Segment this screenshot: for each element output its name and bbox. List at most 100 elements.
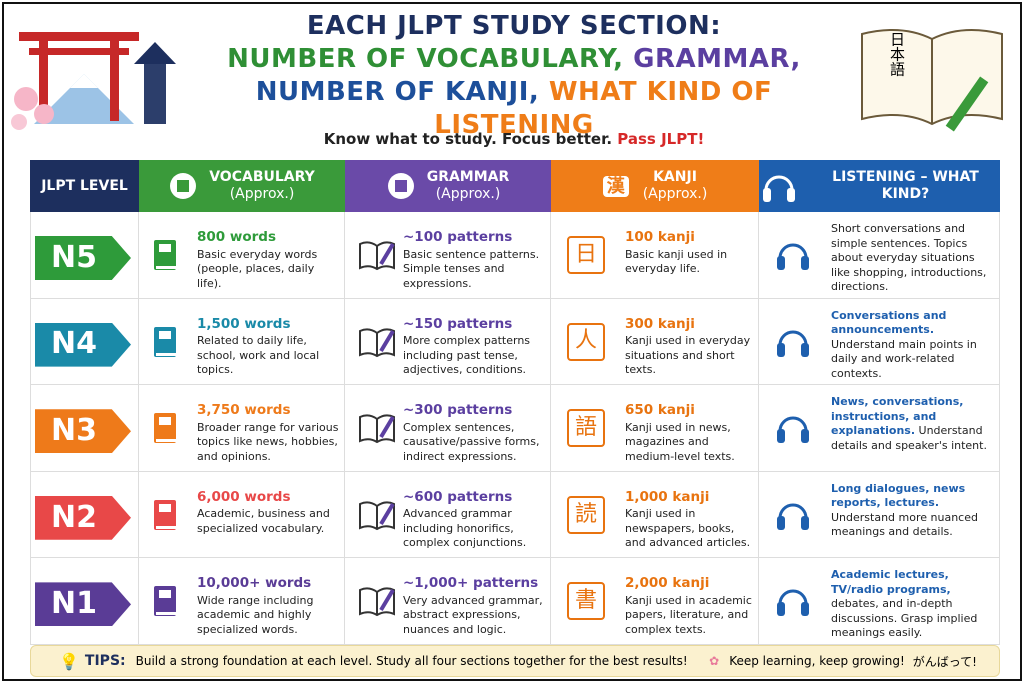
kanji-text: 300 kanji Kanji used in everyday situatio… bbox=[625, 317, 755, 378]
column-title-block: LISTENING – WHAT KIND? bbox=[811, 169, 1000, 203]
torii-illustration bbox=[11, 32, 176, 130]
listening-desc: Understand more nuanced meanings and det… bbox=[831, 510, 978, 539]
level-badge: N1 bbox=[35, 582, 131, 627]
kanji-heading: 300 kanji bbox=[625, 315, 695, 332]
table-cell: 800 words Basic everyday words (people, p… bbox=[139, 212, 345, 299]
table-cell: 読 1,000 kanji Kanji used in newspapers, bo… bbox=[551, 471, 759, 559]
grammar-desc: Complex sentences, causative/passive for… bbox=[403, 420, 540, 463]
column-subtitle: (Approx.) bbox=[435, 186, 501, 202]
kanji-char: 語 bbox=[567, 409, 605, 448]
table-cell: N2 bbox=[30, 471, 139, 559]
listening-text: Short conversations and simple sentences… bbox=[831, 222, 991, 295]
table-cell: ~100 patterns Basic sentence patterns. Si… bbox=[345, 212, 551, 299]
listening-desc: Short conversations and simple sentences… bbox=[831, 222, 987, 293]
header-icon bbox=[759, 166, 799, 206]
kanji-heading: 650 kanji bbox=[625, 402, 695, 419]
grammar-icon bbox=[357, 411, 397, 450]
subtitle-accent: Pass JLPT! bbox=[617, 130, 705, 148]
vocab-icon bbox=[151, 411, 181, 450]
vocab-icon bbox=[151, 325, 181, 364]
column-title: VOCABULARY bbox=[209, 169, 315, 185]
grammar-desc: More complex patterns including past ten… bbox=[403, 334, 531, 377]
grammar-heading: ~300 patterns bbox=[403, 402, 513, 419]
vocab-text: 3,750 words Broader range for various top… bbox=[197, 403, 339, 464]
grammar-desc: Advanced grammar including honorifics, c… bbox=[403, 507, 527, 550]
column-header: LISTENING – WHAT KIND? bbox=[759, 160, 1000, 212]
listening-highlight: Academic lectures, TV/radio programs, bbox=[831, 568, 951, 596]
column-header: JLPT LEVEL bbox=[30, 160, 139, 212]
table-cell: N3 bbox=[30, 385, 139, 472]
grammar-text: ~600 patterns Advanced grammar including … bbox=[403, 490, 545, 551]
book-illustration: 日本語 bbox=[861, 29, 1003, 132]
table-cell: News, conversations, instructions, and e… bbox=[759, 385, 1000, 472]
kanji-char: 書 bbox=[567, 582, 605, 621]
grammar-heading: ~600 patterns bbox=[403, 488, 513, 505]
listening-icon bbox=[773, 494, 813, 539]
vocab-heading: 800 words bbox=[197, 229, 276, 245]
listening-desc: Understand details and speaker's intent. bbox=[831, 424, 987, 452]
listening-desc: debates, and in-depth discussions. Grasp… bbox=[831, 597, 978, 640]
table-cell: ~1,000+ patterns Very advanced grammar, a… bbox=[345, 558, 551, 645]
grammar-desc: Very advanced grammar, abstract expressi… bbox=[403, 593, 543, 636]
title: EACH JLPT STUDY SECTION: NUMBER OF VOCABU… bbox=[204, 10, 824, 142]
grammar-text: ~1,000+ patterns Very advanced grammar, a… bbox=[403, 576, 545, 637]
column-title: JLPT LEVEL bbox=[41, 177, 128, 194]
header-kanji-icon: 漢 bbox=[602, 175, 629, 197]
vocab-heading: 1,500 words bbox=[197, 315, 291, 332]
kanji-desc: Basic kanji used in everyday life. bbox=[625, 247, 728, 276]
vocab-text: 800 words Basic everyday words (people, p… bbox=[197, 230, 339, 291]
vocab-desc: Broader range for various topics like ne… bbox=[197, 420, 339, 463]
listening-icon bbox=[773, 580, 813, 625]
grammar-heading: ~1,000+ patterns bbox=[403, 575, 539, 592]
kanji-heading: 100 kanji bbox=[625, 229, 695, 245]
listening-text: News, conversations, instructions, and e… bbox=[831, 395, 991, 453]
listening-desc: Understand main points in daily and work… bbox=[831, 337, 977, 380]
listening-icon bbox=[773, 234, 813, 279]
grammar-text: ~300 patterns Complex sentences, causativ… bbox=[403, 403, 545, 464]
listening-highlight: Conversations and announcements. bbox=[831, 308, 947, 337]
title-line: NUMBER OF VOCABULARY, GRAMMAR, bbox=[204, 43, 824, 76]
column-header: 漢 KANJI (Approx.) bbox=[551, 160, 759, 212]
kanji-char: 読 bbox=[567, 495, 605, 534]
kanji-desc: Kanji used in everyday situations and sh… bbox=[625, 334, 751, 377]
kanji-heading: 1,000 kanji bbox=[625, 488, 710, 505]
listening-icon bbox=[773, 321, 813, 366]
column-title: GRAMMAR bbox=[426, 169, 510, 185]
title-part: GRAMMAR, bbox=[623, 44, 801, 74]
book-text: 日本語 bbox=[888, 32, 906, 77]
table-cell: Conversations and announcements. Underst… bbox=[759, 298, 1000, 386]
grammar-icon bbox=[357, 584, 397, 623]
title-part: NUMBER OF VOCABULARY, bbox=[227, 44, 624, 74]
kanji-text: 2,000 kanji Kanji used in academic papers… bbox=[625, 576, 755, 637]
table-cell: 人 300 kanji Kanji used in everyday situati… bbox=[551, 298, 759, 386]
table-cell: ~600 patterns Advanced grammar including … bbox=[345, 471, 551, 559]
kanji-char: 人 bbox=[567, 322, 605, 361]
table-cell: 日 100 kanji Basic kanji used in everyday l… bbox=[551, 212, 759, 299]
listening-text: Academic lectures, TV/radio programs, de… bbox=[831, 568, 991, 641]
level-badge: N2 bbox=[35, 495, 131, 540]
blossom-icon: ✿ bbox=[709, 654, 720, 668]
table-cell: Short conversations and simple sentences… bbox=[759, 212, 1000, 299]
tips-text: Build a strong foundation at each level.… bbox=[135, 654, 688, 668]
title-line: NUMBER OF KANJI, WHAT KIND OF LISTENING bbox=[204, 76, 824, 142]
column-title-block: GRAMMAR (Approx.) bbox=[427, 169, 510, 203]
table-cell: 3,750 words Broader range for various top… bbox=[139, 385, 345, 472]
column-title-block: VOCABULARY (Approx.) bbox=[209, 169, 315, 203]
vocab-desc: Wide range including academic and highly… bbox=[197, 593, 314, 636]
table-cell: N4 bbox=[30, 298, 139, 386]
table-cell: N5 bbox=[30, 212, 139, 299]
kanji-desc: Kanji used in academic papers, literatur… bbox=[625, 593, 752, 636]
vocab-desc: Academic, business and specialized vocab… bbox=[197, 507, 330, 535]
subtitle-text: Know what to study. Focus better. bbox=[323, 130, 613, 148]
column-title: LISTENING – WHAT KIND? bbox=[832, 169, 979, 202]
title-part: NUMBER OF KANJI, bbox=[255, 77, 540, 107]
vocab-icon bbox=[151, 498, 181, 537]
table-cell: Academic lectures, TV/radio programs, de… bbox=[759, 558, 1000, 645]
table-cell: 書 2,000 kanji Kanji used in academic paper… bbox=[551, 558, 759, 645]
column-title-block: KANJI (Approx.) bbox=[643, 169, 708, 203]
title-part: EACH JLPT STUDY SECTION: bbox=[306, 11, 722, 41]
bulb-icon: 💡 bbox=[59, 651, 79, 671]
grammar-text: ~150 patterns More complex patterns inclu… bbox=[403, 317, 545, 378]
column-subtitle: (Approx.) bbox=[642, 186, 708, 202]
table-cell: N1 bbox=[30, 558, 139, 645]
